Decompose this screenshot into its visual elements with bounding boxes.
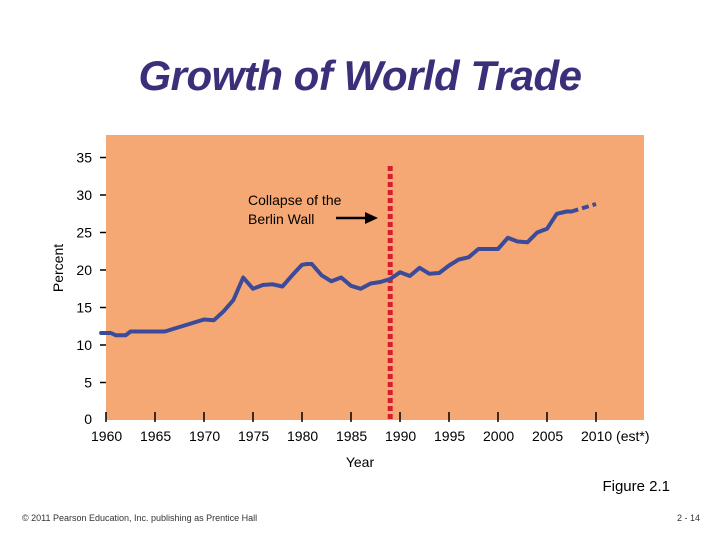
x-tick-label: 2010 (est*) xyxy=(581,428,649,444)
x-tick-label: 2005 xyxy=(532,428,563,444)
annotation-line-1: Collapse of the xyxy=(248,192,342,208)
x-tick-label: 1970 xyxy=(189,428,220,444)
figure-label: Figure 2.1 xyxy=(602,478,670,495)
y-tick-label: 20 xyxy=(76,262,92,278)
series-line-projected xyxy=(570,202,597,214)
x-tick-label: 1965 xyxy=(140,428,171,444)
x-axis-title: Year xyxy=(346,454,375,470)
x-tick-label: 1990 xyxy=(385,428,416,444)
y-tick-label: 0 xyxy=(84,411,92,427)
x-tick-label: 1985 xyxy=(336,428,367,444)
x-tick-label: 1975 xyxy=(238,428,269,444)
annotation-arrow-head xyxy=(365,212,378,224)
slide-title: Growth of World Trade xyxy=(138,52,582,99)
x-axis-ticks: 1960 1965 1970 1975 1980 1985 1990 1995 2000 2005… xyxy=(91,412,649,444)
y-tick-label: 25 xyxy=(76,225,92,241)
y-axis-title: Percent xyxy=(50,244,66,292)
page-number: 2 - 14 xyxy=(676,513,700,523)
y-axis-ticks: 0 5 10 15 20 25 30 35 xyxy=(76,150,106,427)
y-tick-label: 15 xyxy=(76,300,92,316)
x-tick-label: 1980 xyxy=(287,428,318,444)
y-tick-label: 10 xyxy=(76,337,92,353)
x-tick-label: 1995 xyxy=(434,428,465,444)
copyright-footer: © 2011 Pearson Education, Inc. publishin… xyxy=(22,513,258,523)
x-tick-label: 1960 xyxy=(91,428,122,444)
y-tick-label: 35 xyxy=(76,150,92,166)
y-tick-label: 30 xyxy=(76,187,92,203)
series-line-solid xyxy=(99,209,574,338)
x-tick-label: 2000 xyxy=(483,428,514,444)
annotation-line-2: Berlin Wall xyxy=(248,211,314,227)
plot-background xyxy=(106,135,644,420)
y-tick-label: 5 xyxy=(84,375,92,391)
